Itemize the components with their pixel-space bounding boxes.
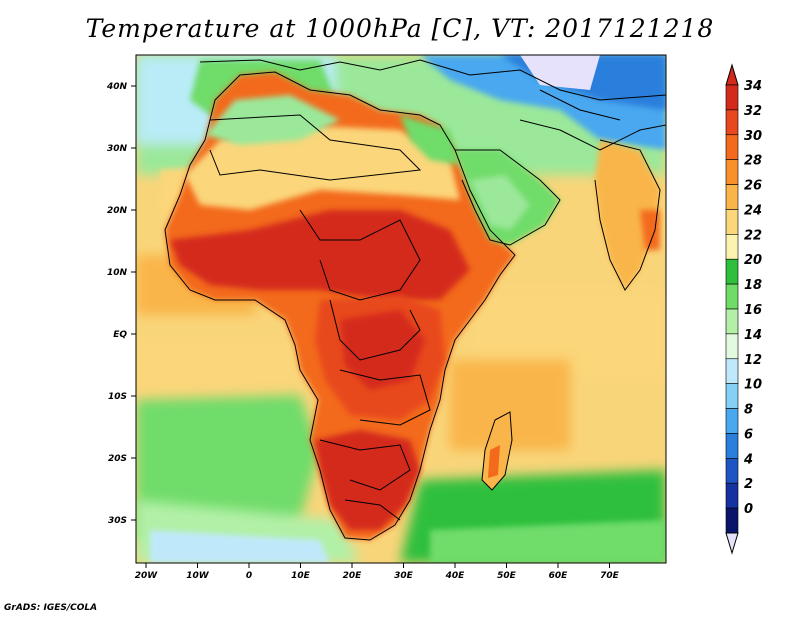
y-tick-label: 30N	[107, 144, 128, 154]
y-tick-label: 30S	[108, 516, 127, 526]
colorbar-label: 28	[744, 154, 762, 169]
footer-credit: GrADS: IGES/COLA	[4, 603, 98, 613]
x-tick-label: 10W	[186, 571, 210, 581]
colorbar-label: 16	[744, 303, 762, 318]
colorbar-label: 2	[744, 477, 753, 492]
colorbar-segment	[725, 308, 739, 335]
colorbar-label: 4	[743, 452, 753, 467]
y-tick-label: 20N	[107, 206, 128, 216]
y-tick-label: EQ	[113, 330, 127, 340]
colorbar-label: 32	[744, 104, 762, 119]
colorbar-bottom-arrow	[725, 532, 739, 555]
colorbar-segment	[725, 383, 739, 409]
y-tick-label: 10S	[108, 392, 127, 402]
y-tick-label: 40N	[106, 82, 128, 92]
x-tick-label: 40E	[445, 571, 466, 581]
colorbar-segment	[725, 507, 739, 534]
colorbar-segment	[725, 358, 739, 384]
colorbar-label: 20	[744, 253, 762, 268]
x-tick-label: 10E	[291, 571, 311, 581]
y-tick-label: 20S	[108, 454, 127, 464]
coastlines	[164, 59, 666, 541]
colorbar-segment	[725, 433, 739, 459]
x-tick-label: 60E	[549, 571, 569, 581]
colorbar-label: 12	[744, 353, 762, 368]
colorbar-segment	[725, 109, 739, 136]
x-tick-label: 20W	[135, 571, 159, 581]
colorbar-segment	[725, 159, 739, 185]
colorbar-label: 30	[744, 129, 762, 144]
colorbar-segment	[725, 209, 739, 235]
colorbar-label: 10	[744, 378, 762, 393]
x-tick-label: 0	[246, 571, 252, 581]
colorbar-segment	[725, 458, 739, 484]
colorbar-top-arrow	[725, 63, 739, 86]
colorbar-segment	[725, 258, 739, 285]
colorbar-segment	[725, 408, 739, 434]
x-axis: 20W 10W 0 10E 20E 30E 40E 50E 60E 70E	[135, 563, 620, 581]
colorbar-label: 34	[744, 79, 762, 94]
colorbar-segment	[725, 84, 739, 111]
colorbar-segment	[725, 184, 739, 210]
x-tick-label: 70E	[600, 571, 620, 581]
chart-title: Temperature at 1000hPa [C], VT: 20171212…	[85, 14, 715, 43]
colorbar-label: 8	[744, 403, 753, 418]
colorbar-segment	[725, 482, 739, 509]
colorbar-label: 6	[744, 427, 753, 442]
colorbar-label: 18	[744, 278, 762, 293]
colorbar-segment	[725, 134, 739, 160]
colorbar-label: 22	[744, 228, 762, 243]
y-tick-label: 10N	[107, 268, 128, 278]
plot-frame	[135, 54, 667, 564]
colorbar-label: 24	[744, 203, 762, 218]
colorbar-segment	[725, 283, 739, 310]
x-tick-label: 30E	[394, 571, 414, 581]
colorbar-segment	[725, 333, 739, 360]
x-tick-label: 50E	[497, 571, 517, 581]
colorbar-label: 14	[744, 328, 762, 343]
colorbar-label: 26	[744, 179, 762, 194]
x-tick-label: 20E	[343, 571, 363, 581]
colorbar-label: 0	[744, 502, 753, 517]
colorbar-segment	[725, 234, 739, 260]
temperature-field	[136, 55, 666, 563]
y-axis: 40N 30N 20N 10N EQ 10S 20S 30S	[106, 82, 136, 526]
